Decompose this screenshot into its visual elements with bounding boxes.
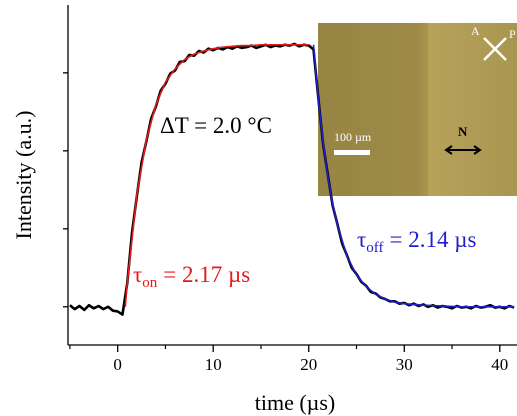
inset-label: N xyxy=(458,124,468,139)
x-tick-label: 0 xyxy=(113,355,122,374)
annotation-symbol: τ xyxy=(357,227,366,252)
annotation-text: ΔT = 2.0 °C xyxy=(160,113,272,138)
annotation-symbol: τ xyxy=(133,262,142,287)
inset-image xyxy=(318,23,517,196)
x-tick-label: 20 xyxy=(300,355,317,374)
x-tick-label: 30 xyxy=(396,355,413,374)
inset-label: 100 µm xyxy=(334,130,372,144)
x-axis-label: time (µs) xyxy=(255,390,336,415)
annotation: ΔT = 2.0 °C xyxy=(160,113,272,138)
inset-label: A xyxy=(471,24,480,38)
x-tick-label: 10 xyxy=(205,355,222,374)
series-line xyxy=(124,43,309,307)
annotation: τon = 2.17 µs xyxy=(133,262,250,291)
series-line xyxy=(312,44,515,308)
annotation-subscript: off xyxy=(366,240,383,256)
annotation: τoff = 2.14 µs xyxy=(357,227,476,256)
annotation-subscript: on xyxy=(142,275,158,291)
annotation-text: = 2.17 µs xyxy=(163,262,250,287)
annotation-text: = 2.14 µs xyxy=(389,227,476,252)
inset-label: P xyxy=(509,27,516,41)
x-tick-label: 40 xyxy=(491,355,508,374)
y-axis-label: Intensity (a.u.) xyxy=(11,111,36,240)
